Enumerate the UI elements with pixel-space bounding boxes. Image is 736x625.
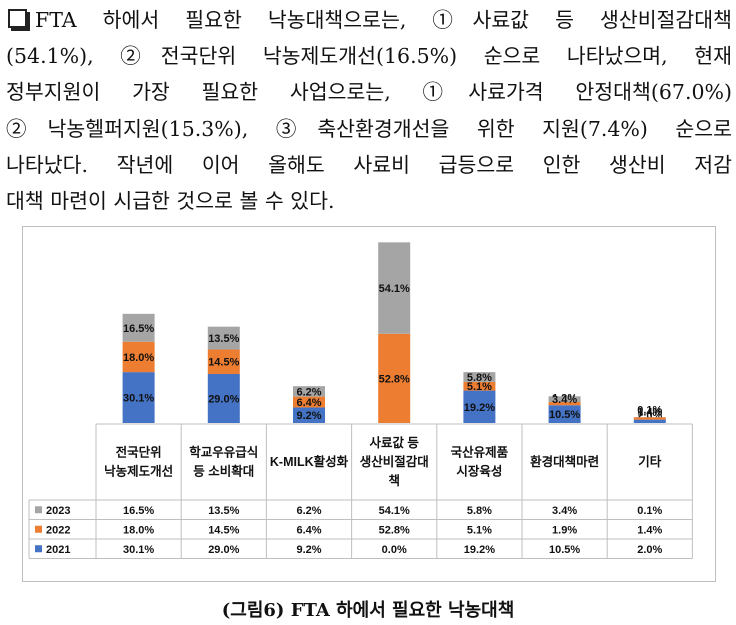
data-label-2021-1: 30.1% xyxy=(123,393,154,405)
category-label-4-2: 생산비절감대 xyxy=(360,454,429,469)
bar-2021-3 xyxy=(293,407,325,423)
table-value-2023-7: 0.1% xyxy=(637,505,662,517)
paragraph-line-2: (54.1%), ②전국단위 낙농제도개선(16.5%) 순으로 나타났으며, … xyxy=(6,44,732,69)
bar-2023-4 xyxy=(378,242,411,334)
table-value-2022-5: 5.1% xyxy=(467,524,492,536)
bar-2021-2 xyxy=(207,373,240,423)
paragraph-line-1: FTA 하에서 필요한 낙농대책으로는, ①사료값 등 생산비절감대책 xyxy=(6,2,732,38)
data-label-2022-4: 52.8% xyxy=(379,373,410,385)
category-label-1-2: 낙농제도개선 xyxy=(104,464,173,479)
bar-2021-6 xyxy=(548,405,581,423)
data-label-2023-1: 16.5% xyxy=(123,323,154,335)
table-value-2023-5: 5.8% xyxy=(467,505,492,517)
paragraph-line-6: 대책 마련이 시급한 것으로 볼 수 있다. xyxy=(6,189,335,214)
bar-2022-7 xyxy=(633,417,666,420)
table-value-2023-1: 16.5% xyxy=(123,505,154,517)
bar-2022-4 xyxy=(378,333,411,423)
data-label-2022-2: 14.5% xyxy=(208,357,239,369)
bar-2023-3 xyxy=(293,386,325,397)
table-value-2021-7: 2.0% xyxy=(637,544,662,556)
data-label-2023-5: 5.8% xyxy=(467,372,492,384)
category-label-7-1: 기타 xyxy=(638,454,662,469)
table-value-2021-2: 29.0% xyxy=(208,544,239,556)
bar-2023-6 xyxy=(548,396,581,403)
bar-2022-1 xyxy=(122,341,155,373)
stacked-bar-chart: 30.1%18.0%16.5%29.0%14.5%13.5%9.2%6.4%6.… xyxy=(28,242,693,559)
table-value-2023-4: 54.1% xyxy=(379,505,410,517)
data-label-2021-6: 10.5% xyxy=(549,409,580,421)
table-value-2022-6: 1.9% xyxy=(552,524,577,536)
table-value-2021-3: 9.2% xyxy=(296,544,321,556)
summary-paragraph: FTA 하에서 필요한 낙농대책으로는, ①사료값 등 생산비절감대책 (54.… xyxy=(6,2,732,219)
bar-2023-2 xyxy=(207,326,240,350)
table-value-2022-7: 1.4% xyxy=(637,524,662,536)
category-label-4-3: 책 xyxy=(388,473,400,488)
bar-2022-3 xyxy=(293,396,325,408)
data-label-2023-6: 3.4% xyxy=(552,394,577,406)
legend-key-2021 xyxy=(35,545,42,553)
category-label-2-1: 학교우유급식 xyxy=(189,445,258,460)
paragraph-line-3: 정부지원이 가장 필요한 사업으로는, ①사료가격 안정대책(67.0%) xyxy=(6,80,732,105)
data-label-2022-5: 5.1% xyxy=(467,381,492,393)
legend-label-2021: 2021 xyxy=(46,544,70,556)
table-value-2022-4: 52.8% xyxy=(379,524,410,536)
table-value-2021-1: 30.1% xyxy=(123,544,154,556)
data-label-2023-3: 6.2% xyxy=(296,386,321,398)
legend-label-2022: 2022 xyxy=(46,524,70,536)
data-label-2021-3: 9.2% xyxy=(296,410,321,422)
table-value-2022-2: 14.5% xyxy=(208,524,239,536)
data-label-2022-3: 6.4% xyxy=(296,397,321,409)
data-label-2023-7: 0.1% xyxy=(637,404,662,416)
table-value-2023-2: 13.5% xyxy=(208,505,239,517)
bar-2022-6 xyxy=(548,402,581,406)
chart-frame: 30.1% 18.0% 16.5% 29.0% 14.5% 13.5% 9.2% 6.4% 6.… xyxy=(22,226,716,582)
table-value-2022-1: 18.0% xyxy=(123,524,154,536)
table-value-2021-5: 19.2% xyxy=(464,544,495,556)
checkbox-bullet-icon xyxy=(8,9,27,28)
data-label-2023-4: 54.1% xyxy=(379,283,410,295)
category-label-6-1: 환경대책마련 xyxy=(530,454,599,469)
category-label-4-1: 사료값 등 xyxy=(369,435,419,450)
data-label-2021-2: 29.0% xyxy=(208,393,239,405)
data-label-2022-7: 1.4% xyxy=(637,407,662,419)
table-value-2023-3: 6.2% xyxy=(296,505,321,517)
paragraph-line-4: ②낙농헬퍼지원(15.3%), ③축산환경개선을 위한 지원(7.4%) 순으로 xyxy=(6,116,732,141)
legend-key-2023 xyxy=(35,506,42,514)
bar-2021-5 xyxy=(463,390,496,423)
figure-caption: (그림6) FTA 하에서 필요한 낙농대책 xyxy=(221,600,515,621)
bar-2021-7 xyxy=(633,419,666,423)
table-value-2023-6: 3.4% xyxy=(552,505,577,517)
bar-2023-1 xyxy=(122,313,155,342)
category-label-3-1: K-MILK활성화 xyxy=(270,454,349,469)
bar-2021-1 xyxy=(122,372,155,423)
data-label-2021-5: 19.2% xyxy=(464,402,495,414)
legend-label-2023: 2023 xyxy=(46,505,70,517)
category-label-5-2: 시장육성 xyxy=(456,464,502,479)
data-label-2023-2: 13.5% xyxy=(208,333,239,345)
data-label-2022-1: 18.0% xyxy=(123,352,154,364)
category-label-5-1: 국산유제품 xyxy=(451,445,509,460)
bar-2022-5 xyxy=(463,381,496,391)
table-value-2021-6: 10.5% xyxy=(549,544,580,556)
category-label-2-2: 등 소비확대 xyxy=(193,464,254,479)
bar-2022-2 xyxy=(207,349,240,374)
paragraph-line-5: 나타났다. 작년에 이어 올해도 사료비 급등으로 인한 생산비 저감 xyxy=(6,152,732,177)
legend-key-2022 xyxy=(35,525,42,533)
bar-2023-5 xyxy=(463,372,496,382)
table-value-2022-3: 6.4% xyxy=(296,524,321,536)
table-value-2021-4: 0.0% xyxy=(382,544,407,556)
category-label-1-1: 전국단위 xyxy=(116,445,162,460)
